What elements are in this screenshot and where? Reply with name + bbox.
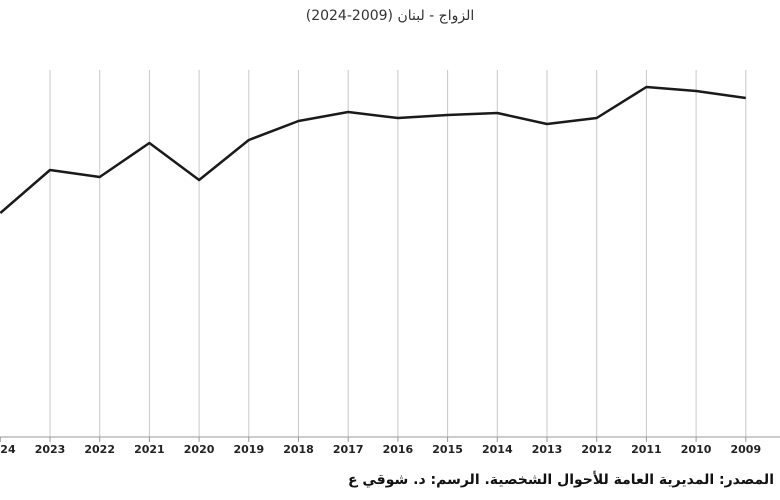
line-series [0, 85, 746, 214]
x-tick-label: 2024 [0, 443, 16, 456]
x-tick-label: 2016 [383, 443, 414, 456]
x-tick-label: 2018 [283, 443, 314, 456]
source-note: المصدر: المديرية العامة للأحوال الشخصية.… [347, 472, 774, 488]
x-tick-label: 2020 [184, 443, 215, 456]
x-tick-label: 2022 [84, 443, 115, 456]
x-tick-label: 2013 [532, 443, 563, 456]
x-tick-label: 2021 [134, 443, 165, 456]
x-tick-label: 2012 [581, 443, 612, 456]
x-tick-label: 2019 [233, 443, 264, 456]
x-tick-label: 2015 [432, 443, 463, 456]
x-tick-label: 2011 [631, 443, 662, 456]
x-tick-label: 2010 [681, 443, 712, 456]
chart: 2024 2023 2022 2021 2020 2019 2018 2017 2016 2015… [0, 70, 780, 456]
chart-title: الزواج - لبنان (2009-2024) [305, 8, 475, 24]
x-tick-label: 2009 [730, 443, 761, 456]
x-tick-label: 2017 [333, 443, 364, 456]
x-tick-label: 2023 [35, 443, 66, 456]
x-tick-label: 2014 [482, 443, 513, 456]
